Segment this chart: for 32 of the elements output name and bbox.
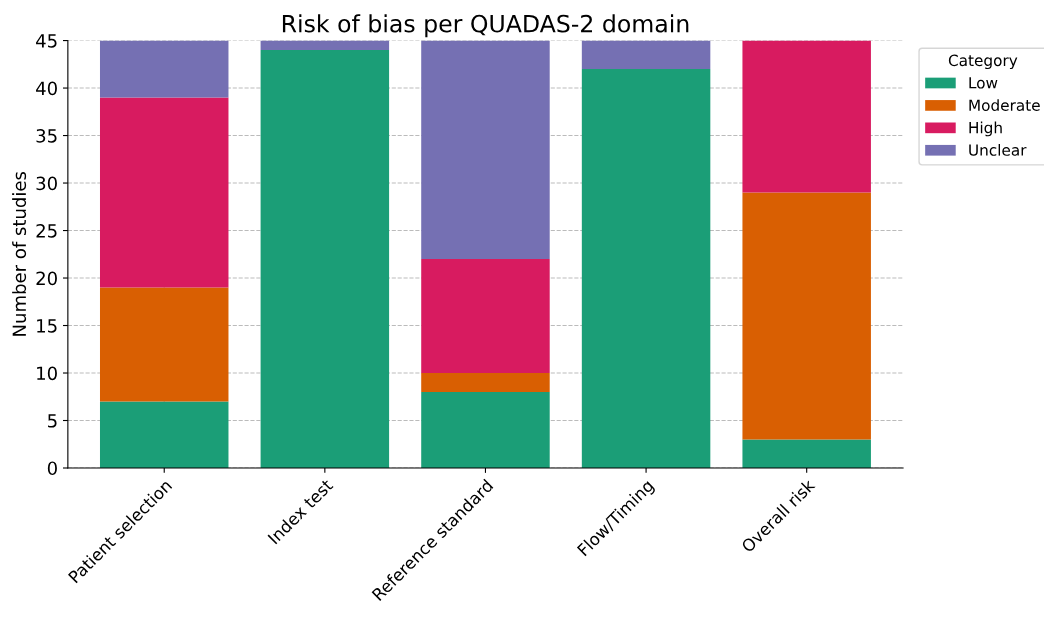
- legend-label: Moderate: [969, 99, 1040, 111]
- bar: [581, 40, 711, 70]
- bar: [742, 40, 871, 193]
- legend-title: Category: [948, 54, 1018, 70]
- chart-title: Risk of bias per QUADAS-2 domain: [282, 14, 689, 38]
- y-tick-label: 0: [47, 461, 57, 476]
- bar: [421, 259, 550, 374]
- bar: [421, 392, 550, 468]
- y-tick-label: 45: [36, 34, 57, 48]
- bar: [421, 40, 550, 260]
- bar: [99, 40, 229, 98]
- y-tick-label: 40: [36, 81, 57, 96]
- bar: [260, 50, 390, 468]
- bar: [260, 40, 390, 51]
- y-tick-label: 10: [37, 366, 57, 381]
- y-tick-label: 35: [36, 129, 57, 143]
- legend-label: Low: [969, 77, 998, 89]
- bar: [581, 69, 711, 468]
- bar: [742, 439, 871, 468]
- bar: [421, 373, 550, 393]
- legend-label: Unclear: [969, 144, 1027, 156]
- bar: [742, 192, 871, 440]
- y-tick-label: 5: [48, 414, 57, 428]
- bar: [99, 401, 229, 468]
- y-tick-label: 15: [37, 319, 57, 333]
- y-axis-title: Number of studies: [12, 171, 27, 336]
- y-tick-label: 20: [36, 271, 57, 286]
- y-tick-label: 30: [36, 176, 57, 191]
- legend-label: High: [969, 121, 1002, 137]
- bar: [99, 97, 229, 288]
- y-tick-label: 25: [36, 223, 57, 238]
- bar: [99, 287, 229, 402]
